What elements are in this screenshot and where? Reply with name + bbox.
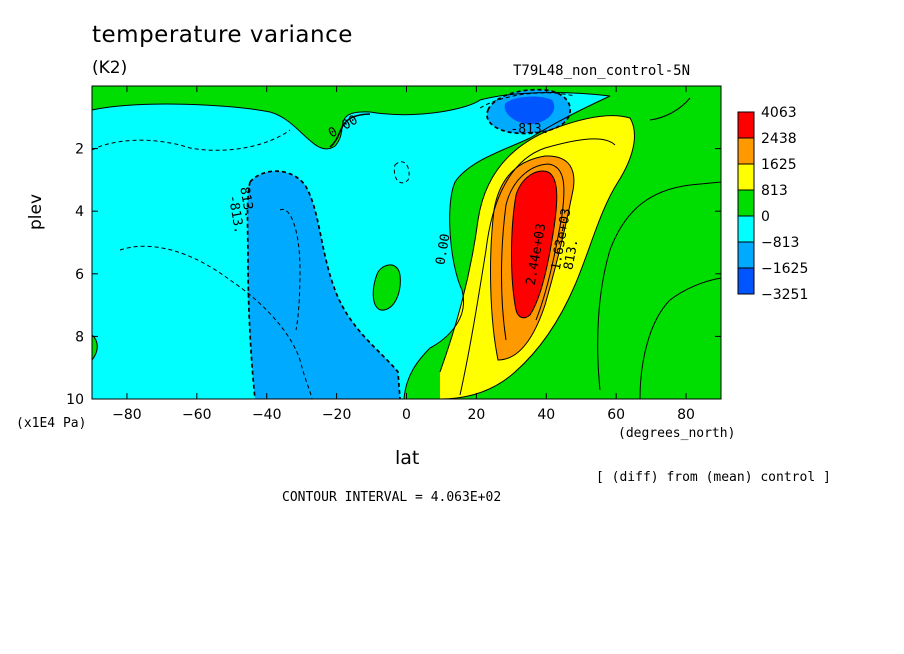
y-tick-label: 4 — [75, 204, 84, 220]
x-axis-units: (degrees_north) — [618, 426, 736, 441]
colorbar-swatch — [737, 137, 755, 165]
x-tick-label: 60 — [607, 407, 625, 423]
colorbar-label: 2438 — [761, 131, 797, 147]
colorbar-label: −1625 — [761, 261, 808, 277]
chart-units: (K2) — [92, 58, 128, 78]
x-tick-label: −60 — [182, 407, 212, 423]
colorbar-label: 0 — [761, 209, 770, 225]
y-tick-label: 6 — [75, 267, 84, 283]
colorbar-swatch — [737, 267, 755, 295]
y-axis-units: (x1E4 Pa) — [16, 416, 87, 431]
colorbar: 4063 2438 1625 813 0 −813 −1625 −3251 — [737, 105, 808, 303]
region-darkblue-top — [504, 96, 555, 125]
x-axis: −80 −60 −40 −20 0 20 40 60 80 — [112, 86, 695, 423]
region-blue-sh — [247, 171, 400, 399]
colorbar-label: −3251 — [761, 287, 808, 303]
run-label: T79L48_non_control-5N — [513, 63, 691, 79]
colorbar-label: −813 — [761, 235, 799, 251]
x-tick-label: 20 — [467, 407, 485, 423]
plot-area: 0.00 -813.813.2.44e+03 1.63e+030.00-813.81… — [91, 85, 722, 400]
contour-lines — [92, 92, 721, 399]
x-axis-label: lat — [395, 447, 420, 469]
x-tick-label: 40 — [537, 407, 555, 423]
contour-label: -813. — [510, 122, 549, 137]
contour-label: 813. — [561, 238, 581, 271]
x-tick-label: −20 — [322, 407, 352, 423]
chart-title: temperature variance — [92, 22, 353, 48]
contour-label: 813. — [236, 186, 256, 219]
contour-label: -813. — [225, 194, 247, 235]
colorbar-label: 1625 — [761, 157, 797, 173]
region-cyan — [92, 92, 610, 399]
contour-label: 0.00 — [433, 233, 453, 266]
y-tick-label: 10 — [66, 392, 84, 408]
y-axis-label: plev — [26, 193, 46, 230]
x-tick-label: 80 — [677, 407, 695, 423]
negative-contours — [246, 88, 572, 399]
contour-interval-note: CONTOUR INTERVAL = 4.063E+02 — [282, 490, 502, 505]
x-tick-label: −40 — [252, 407, 282, 423]
region-green-blob — [373, 264, 401, 311]
x-tick-label: −80 — [112, 407, 142, 423]
colorbar-swatch — [737, 111, 755, 139]
filled-contours — [92, 86, 721, 399]
y-tick-label: 2 — [75, 142, 84, 158]
colorbar-swatch — [737, 215, 755, 243]
y-axis: 2 4 6 8 10 — [66, 142, 721, 408]
x-tick-label: 0 — [402, 407, 411, 423]
colorbar-swatch — [737, 163, 755, 191]
colorbar-swatch — [737, 241, 755, 269]
colorbar-label: 813 — [761, 183, 788, 199]
y-tick-label: 8 — [75, 329, 84, 345]
colorbar-label: 4063 — [761, 105, 797, 121]
colorbar-swatch — [737, 189, 755, 217]
diff-note: [ (diff) from (mean) control ] — [596, 470, 831, 485]
dashed-contours — [92, 92, 576, 399]
region-red — [511, 170, 557, 318]
